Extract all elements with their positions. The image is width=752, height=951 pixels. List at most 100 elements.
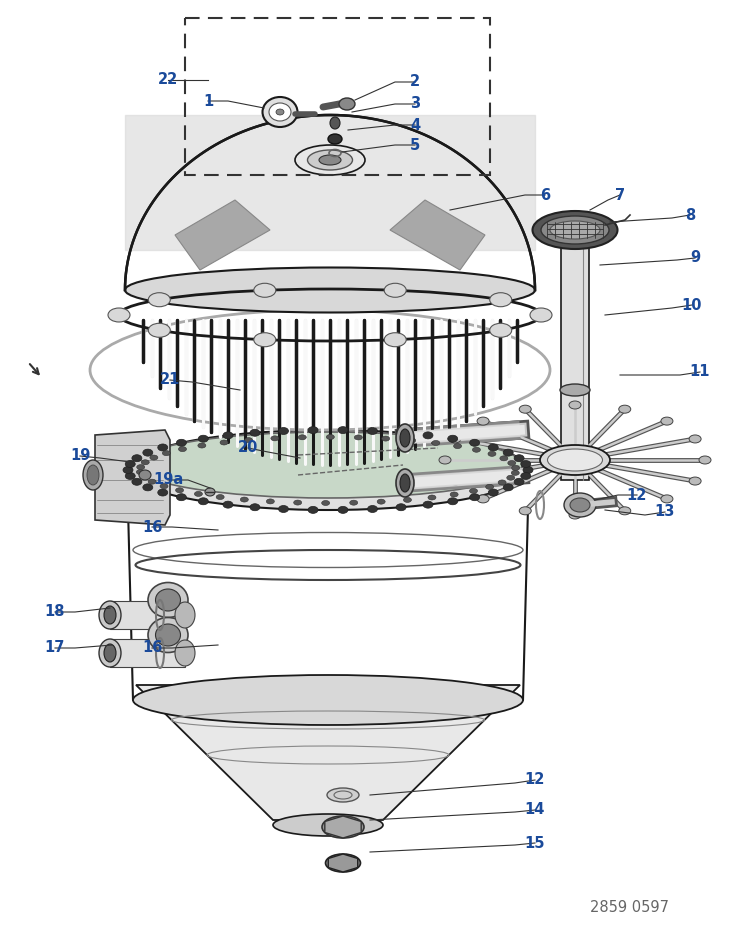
- Text: 2: 2: [410, 74, 420, 89]
- Ellipse shape: [384, 283, 406, 298]
- Ellipse shape: [439, 456, 451, 464]
- Ellipse shape: [308, 506, 318, 514]
- Ellipse shape: [276, 109, 284, 115]
- Ellipse shape: [253, 283, 276, 298]
- Ellipse shape: [156, 589, 180, 611]
- Text: 12: 12: [627, 488, 647, 502]
- Ellipse shape: [378, 499, 385, 504]
- Ellipse shape: [158, 489, 168, 496]
- Ellipse shape: [244, 437, 253, 442]
- Ellipse shape: [162, 451, 171, 456]
- Ellipse shape: [541, 216, 609, 244]
- Ellipse shape: [140, 475, 148, 479]
- Ellipse shape: [278, 428, 289, 435]
- Ellipse shape: [205, 488, 215, 496]
- Ellipse shape: [550, 221, 600, 239]
- Text: 4: 4: [410, 118, 420, 132]
- Ellipse shape: [453, 443, 462, 449]
- Ellipse shape: [123, 467, 133, 474]
- Ellipse shape: [404, 497, 411, 502]
- Ellipse shape: [423, 432, 433, 438]
- Ellipse shape: [477, 495, 489, 503]
- Ellipse shape: [532, 211, 617, 249]
- Ellipse shape: [400, 429, 410, 447]
- Ellipse shape: [322, 816, 364, 838]
- Ellipse shape: [262, 97, 298, 127]
- Text: 14: 14: [525, 803, 545, 818]
- Ellipse shape: [148, 293, 170, 307]
- Ellipse shape: [199, 436, 208, 442]
- Ellipse shape: [199, 497, 208, 505]
- Polygon shape: [175, 200, 270, 270]
- Ellipse shape: [449, 477, 461, 485]
- Ellipse shape: [99, 639, 121, 667]
- Ellipse shape: [564, 493, 596, 517]
- Ellipse shape: [447, 436, 458, 442]
- Ellipse shape: [271, 436, 279, 441]
- Ellipse shape: [511, 471, 520, 476]
- Polygon shape: [329, 854, 358, 872]
- Text: 22: 22: [158, 72, 178, 87]
- Ellipse shape: [540, 445, 610, 475]
- Ellipse shape: [322, 500, 329, 506]
- Text: 11: 11: [690, 364, 710, 379]
- Ellipse shape: [137, 465, 144, 470]
- Ellipse shape: [423, 501, 433, 508]
- Ellipse shape: [125, 267, 535, 313]
- Ellipse shape: [198, 443, 206, 448]
- Ellipse shape: [396, 504, 406, 511]
- Ellipse shape: [523, 467, 533, 474]
- Ellipse shape: [175, 640, 195, 666]
- Polygon shape: [110, 639, 185, 667]
- Ellipse shape: [136, 470, 144, 475]
- Polygon shape: [110, 601, 185, 629]
- Ellipse shape: [382, 437, 390, 441]
- Ellipse shape: [339, 98, 355, 110]
- Ellipse shape: [507, 476, 515, 480]
- Ellipse shape: [519, 405, 531, 413]
- Ellipse shape: [148, 617, 188, 652]
- Ellipse shape: [87, 465, 99, 485]
- Ellipse shape: [469, 489, 478, 494]
- Polygon shape: [561, 245, 589, 480]
- Ellipse shape: [132, 455, 142, 461]
- Ellipse shape: [619, 507, 631, 514]
- Ellipse shape: [488, 489, 499, 496]
- Ellipse shape: [150, 456, 158, 460]
- Ellipse shape: [223, 501, 233, 508]
- Text: 21: 21: [160, 373, 180, 387]
- Ellipse shape: [327, 788, 359, 802]
- Ellipse shape: [569, 401, 581, 409]
- Ellipse shape: [503, 449, 513, 456]
- Ellipse shape: [253, 333, 276, 347]
- Bar: [185, 18, 490, 175]
- Ellipse shape: [661, 495, 673, 503]
- Ellipse shape: [241, 497, 248, 502]
- Ellipse shape: [368, 506, 378, 513]
- Ellipse shape: [689, 435, 701, 443]
- Ellipse shape: [521, 460, 531, 468]
- Ellipse shape: [514, 455, 524, 461]
- Ellipse shape: [350, 500, 358, 505]
- Ellipse shape: [128, 430, 528, 510]
- Ellipse shape: [488, 444, 499, 451]
- Ellipse shape: [432, 440, 440, 445]
- Ellipse shape: [368, 428, 378, 435]
- Ellipse shape: [126, 473, 135, 479]
- Text: 8: 8: [685, 207, 695, 223]
- Ellipse shape: [469, 439, 480, 446]
- Ellipse shape: [490, 323, 511, 338]
- Ellipse shape: [530, 308, 552, 322]
- Ellipse shape: [354, 435, 362, 440]
- Ellipse shape: [104, 644, 116, 662]
- Ellipse shape: [299, 435, 306, 439]
- Ellipse shape: [158, 444, 168, 451]
- Ellipse shape: [490, 293, 511, 307]
- Text: 7: 7: [615, 187, 625, 203]
- Ellipse shape: [560, 384, 590, 396]
- Text: 3: 3: [410, 96, 420, 111]
- Text: 19: 19: [70, 449, 90, 463]
- Ellipse shape: [569, 511, 581, 519]
- Ellipse shape: [447, 497, 458, 505]
- Ellipse shape: [148, 583, 188, 617]
